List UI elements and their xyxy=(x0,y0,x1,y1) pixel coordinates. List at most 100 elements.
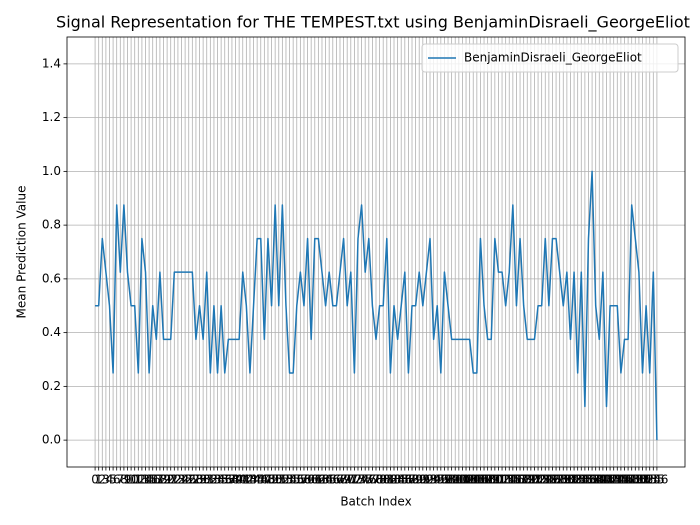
x-tick-label: 26 xyxy=(181,473,196,487)
x-tick-label: 92 xyxy=(419,473,434,487)
x-tick-label: 13 xyxy=(134,473,149,487)
x-tick-label: 24 xyxy=(174,473,189,487)
x-tick-label: 90 xyxy=(412,473,427,487)
x-tick-label: 19 xyxy=(156,473,171,487)
x-tick-label: 82 xyxy=(383,473,398,487)
x-tick-label: 133 xyxy=(563,473,586,487)
x-tick-label: 86 xyxy=(397,473,412,487)
x-tick-label: 145 xyxy=(606,473,629,487)
x-tick-label: 96 xyxy=(433,473,448,487)
x-tick-label: 104 xyxy=(458,473,481,487)
x-tick-label: 21 xyxy=(163,473,178,487)
x-tick-label: 118 xyxy=(509,473,532,487)
x-tick-label: 121 xyxy=(519,473,542,487)
x-tick-label: 156 xyxy=(645,473,668,487)
x-tick-label: 45 xyxy=(250,473,265,487)
x-tick-label: 146 xyxy=(609,473,632,487)
x-tick-label: 111 xyxy=(483,473,506,487)
x-tick-label: 60 xyxy=(304,473,319,487)
x-tick-label: 142 xyxy=(595,473,618,487)
x-tick-label: 115 xyxy=(498,473,521,487)
x-tick-label: 135 xyxy=(570,473,593,487)
x-tick-label: 136 xyxy=(573,473,596,487)
x-tick-label: 94 xyxy=(426,473,441,487)
x-tick-label: 139 xyxy=(584,473,607,487)
x-tick-label: 65 xyxy=(322,473,337,487)
x-tick-label: 119 xyxy=(512,473,535,487)
x-tick-label: 74 xyxy=(354,473,369,487)
x-tick-label: 16 xyxy=(145,473,160,487)
x-tick-label: 38 xyxy=(224,473,239,487)
x-axis-label: Batch Index xyxy=(340,495,411,509)
x-tick-label: 87 xyxy=(401,473,416,487)
x-tick-label: 25 xyxy=(177,473,192,487)
x-tick-label: 55 xyxy=(286,473,301,487)
legend: BenjaminDisraeli_GeorgeEliot xyxy=(421,43,679,73)
x-tick-label: 29 xyxy=(192,473,207,487)
x-tick-label: 48 xyxy=(260,473,275,487)
y-tick-label: 0.8 xyxy=(42,218,61,232)
x-tick-label: 141 xyxy=(591,473,614,487)
y-tick-label: 1.4 xyxy=(42,56,61,70)
x-tick-label: 114 xyxy=(494,473,517,487)
x-tick-label: 22 xyxy=(167,473,182,487)
y-tick-label: 0.6 xyxy=(42,271,61,285)
x-tick-label: 72 xyxy=(347,473,362,487)
x-tick-label: 117 xyxy=(505,473,528,487)
x-tick-label: 95 xyxy=(430,473,445,487)
x-tick-label: 93 xyxy=(422,473,437,487)
x-tick-label: 47 xyxy=(257,473,272,487)
x-tick-label: 78 xyxy=(368,473,383,487)
x-tick-label: 59 xyxy=(300,473,315,487)
x-tick-label: 68 xyxy=(332,473,347,487)
x-tick-label: 7 xyxy=(116,473,124,487)
data-line xyxy=(95,170,658,441)
x-tick-label: 63 xyxy=(314,473,329,487)
x-tick-label: 0 xyxy=(91,473,99,487)
x-tick-label: 116 xyxy=(501,473,524,487)
x-tick-label: 140 xyxy=(588,473,611,487)
x-tick-label: 147 xyxy=(613,473,636,487)
x-tick-label: 10 xyxy=(123,473,138,487)
x-tick-label: 110 xyxy=(480,473,503,487)
x-tick-label: 39 xyxy=(228,473,243,487)
x-tick-label: 128 xyxy=(545,473,568,487)
x-tick-label: 134 xyxy=(566,473,589,487)
x-tick-label: 120 xyxy=(516,473,539,487)
legend-box xyxy=(421,43,679,73)
x-tick-label: 14 xyxy=(138,473,153,487)
x-tick-label: 148 xyxy=(617,473,640,487)
x-tick-label: 151 xyxy=(627,473,650,487)
x-tick-label: 20 xyxy=(159,473,174,487)
x-tick-label: 103 xyxy=(455,473,478,487)
x-tick-label: 76 xyxy=(361,473,376,487)
x-tick-label: 91 xyxy=(415,473,430,487)
x-tick-label: 143 xyxy=(599,473,622,487)
x-tick-label: 57 xyxy=(293,473,308,487)
x-tick-label: 124 xyxy=(530,473,553,487)
x-tick-label: 77 xyxy=(365,473,380,487)
x-tick-label: 79 xyxy=(372,473,387,487)
x-tick-label: 126 xyxy=(537,473,560,487)
x-tick-label: 5 xyxy=(109,473,117,487)
x-tick-label: 69 xyxy=(336,473,351,487)
x-tick-label: 153 xyxy=(635,473,658,487)
x-tick-label: 100 xyxy=(444,473,467,487)
x-tick-label: 144 xyxy=(602,473,625,487)
x-tick-label: 88 xyxy=(404,473,419,487)
x-tick-label: 67 xyxy=(329,473,344,487)
x-tick-label: 23 xyxy=(170,473,185,487)
x-tick-label: 42 xyxy=(239,473,254,487)
x-tick-label: 106 xyxy=(465,473,488,487)
x-tick-label: 50 xyxy=(268,473,283,487)
x-tick-label: 53 xyxy=(278,473,293,487)
x-tick-label: 83 xyxy=(386,473,401,487)
x-tick-label: 73 xyxy=(350,473,365,487)
x-tick-label: 132 xyxy=(559,473,582,487)
y-tick-label: 1.2 xyxy=(42,110,61,124)
x-tick-label: 130 xyxy=(552,473,575,487)
x-tick-label: 152 xyxy=(631,473,654,487)
x-tick-label: 137 xyxy=(577,473,600,487)
x-tick-label: 41 xyxy=(235,473,250,487)
